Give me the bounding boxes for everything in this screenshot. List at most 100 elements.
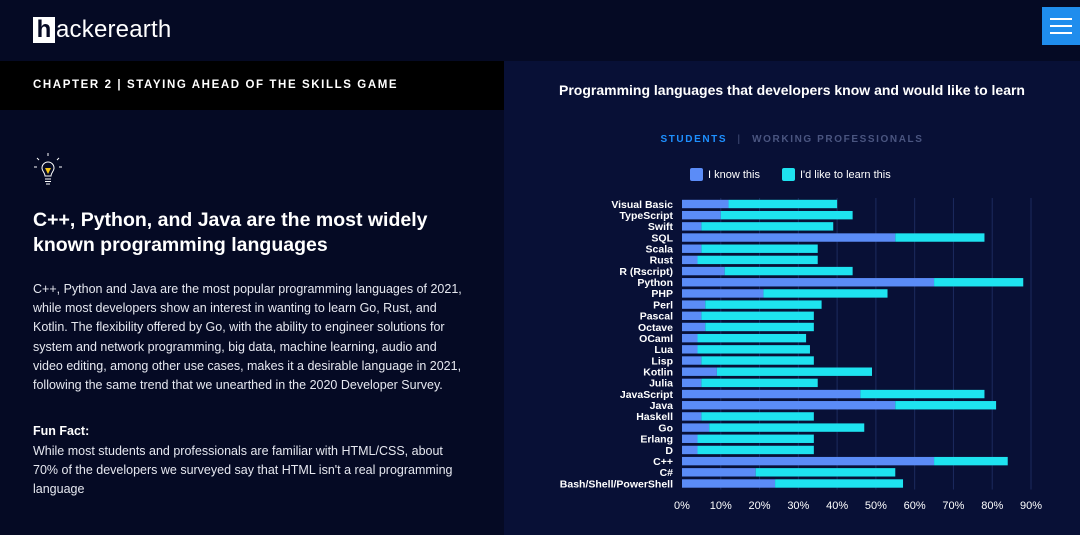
x-tick-label: 30% [787, 500, 809, 512]
y-category-label: Go [658, 422, 673, 434]
bar-learn[interactable] [720, 210, 853, 220]
tab-separator: | [737, 134, 742, 145]
logo-mark: h [33, 17, 55, 43]
y-category-label: TypeScript [620, 210, 674, 222]
bar-learn[interactable] [728, 199, 838, 209]
fun-fact-title: Fun Fact: [33, 424, 90, 438]
y-category-label: C# [660, 467, 674, 479]
legend-item-know[interactable]: I know this [690, 168, 760, 181]
bar-know[interactable] [682, 468, 756, 477]
bar-know[interactable] [682, 199, 729, 209]
y-category-label: Haskell [636, 411, 673, 423]
bar-learn[interactable] [763, 289, 888, 298]
y-category-label: Kotlin [643, 367, 673, 379]
legend-swatch-learn [781, 168, 795, 181]
bar-know[interactable] [682, 456, 935, 466]
legend-label-know: I know this [708, 168, 760, 181]
bar-know[interactable] [682, 423, 710, 432]
bar-learn[interactable] [860, 389, 985, 399]
bar-know[interactable] [682, 367, 717, 376]
x-tick-label: 60% [904, 500, 926, 512]
bar-know[interactable] [682, 322, 706, 332]
y-category-label: SQL [651, 232, 673, 244]
bar-learn[interactable] [701, 356, 814, 365]
bar-learn[interactable] [701, 412, 814, 421]
bar-learn[interactable] [705, 300, 822, 309]
bar-learn[interactable] [895, 401, 997, 410]
y-category-label: D [665, 445, 673, 457]
chart-title: Programming languages that developers kn… [504, 81, 1080, 99]
hackerearth-logo[interactable]: h ackerearth [33, 16, 171, 44]
y-category-label: OCaml [639, 333, 673, 345]
bar-learn[interactable] [934, 456, 1008, 466]
x-tick-label: 20% [749, 500, 771, 512]
bar-know[interactable] [682, 434, 698, 443]
chart-panel: Programming languages that developers kn… [504, 61, 1080, 535]
bar-learn[interactable] [697, 434, 814, 443]
lightbulb-icon [34, 153, 62, 185]
audience-tabs: STUDENTS | WORKING PROFESSIONALS [504, 134, 1080, 145]
article-panel [0, 110, 504, 535]
bar-learn[interactable] [705, 322, 814, 332]
y-category-label: Pascal [640, 311, 673, 323]
bar-know[interactable] [682, 333, 698, 343]
chart-legend: I know this I'd like to learn this [690, 168, 891, 181]
bar-know[interactable] [682, 401, 896, 410]
bar-know[interactable] [682, 233, 896, 242]
bar-learn[interactable] [934, 278, 1024, 287]
article-headline: C++, Python, and Java are the most widel… [33, 209, 428, 256]
bar-learn[interactable] [716, 367, 873, 376]
bar-know[interactable] [682, 278, 935, 287]
bar-learn[interactable] [701, 222, 834, 231]
y-category-label: R (Rscript) [619, 266, 673, 278]
bar-learn[interactable] [701, 378, 818, 388]
article-body: C++, Python and Java are the most popula… [33, 282, 462, 393]
tab-students[interactable]: STUDENTS [660, 134, 728, 145]
y-category-label: Bash/Shell/PowerShell [560, 478, 673, 490]
y-category-label: Perl [653, 299, 673, 311]
bar-know[interactable] [682, 345, 698, 354]
legend-item-learn[interactable]: I'd like to learn this [781, 168, 891, 181]
hamburger-icon-line [1050, 25, 1072, 27]
x-tick-label: 90% [1020, 500, 1042, 512]
bar-know[interactable] [682, 389, 861, 399]
bar-learn[interactable] [895, 233, 985, 242]
bar-know[interactable] [682, 378, 702, 388]
bar-learn[interactable] [697, 445, 814, 455]
tab-working-professionals[interactable]: WORKING PROFESSIONALS [752, 134, 924, 145]
bar-know[interactable] [682, 479, 776, 488]
x-tick-label: 40% [826, 500, 848, 512]
y-category-label: Lua [654, 344, 673, 356]
bar-know[interactable] [682, 412, 702, 421]
hamburger-icon-line [1050, 32, 1072, 34]
bar-learn[interactable] [709, 423, 865, 432]
bar-know[interactable] [682, 222, 702, 231]
bar-know[interactable] [682, 266, 725, 276]
bar-know[interactable] [682, 445, 698, 455]
y-category-label: JavaScript [620, 389, 674, 401]
legend-label-learn: I'd like to learn this [799, 168, 891, 181]
y-category-label: Java [650, 400, 674, 412]
bar-know[interactable] [682, 311, 702, 320]
y-category-label: Scala [646, 244, 674, 256]
y-category-label: Swift [648, 221, 674, 233]
bar-know[interactable] [682, 289, 764, 298]
bar-know[interactable] [682, 356, 702, 365]
site-header: h ackerearth [0, 0, 1080, 60]
bar-learn[interactable] [697, 333, 807, 343]
legend-swatch-know [690, 168, 703, 181]
bar-know[interactable] [682, 244, 702, 253]
bar-learn[interactable] [697, 345, 810, 354]
bar-know[interactable] [682, 210, 721, 220]
bar-learn[interactable] [697, 255, 818, 265]
bar-learn[interactable] [701, 244, 818, 253]
y-category-label: Python [637, 277, 673, 289]
bar-learn[interactable] [775, 479, 904, 488]
bar-learn[interactable] [701, 311, 814, 320]
bar-know[interactable] [682, 300, 706, 309]
bar-know[interactable] [682, 255, 698, 265]
x-tick-label: 10% [710, 500, 732, 512]
bar-learn[interactable] [724, 266, 853, 276]
bar-learn[interactable] [755, 468, 896, 477]
menu-button[interactable] [1042, 7, 1080, 45]
